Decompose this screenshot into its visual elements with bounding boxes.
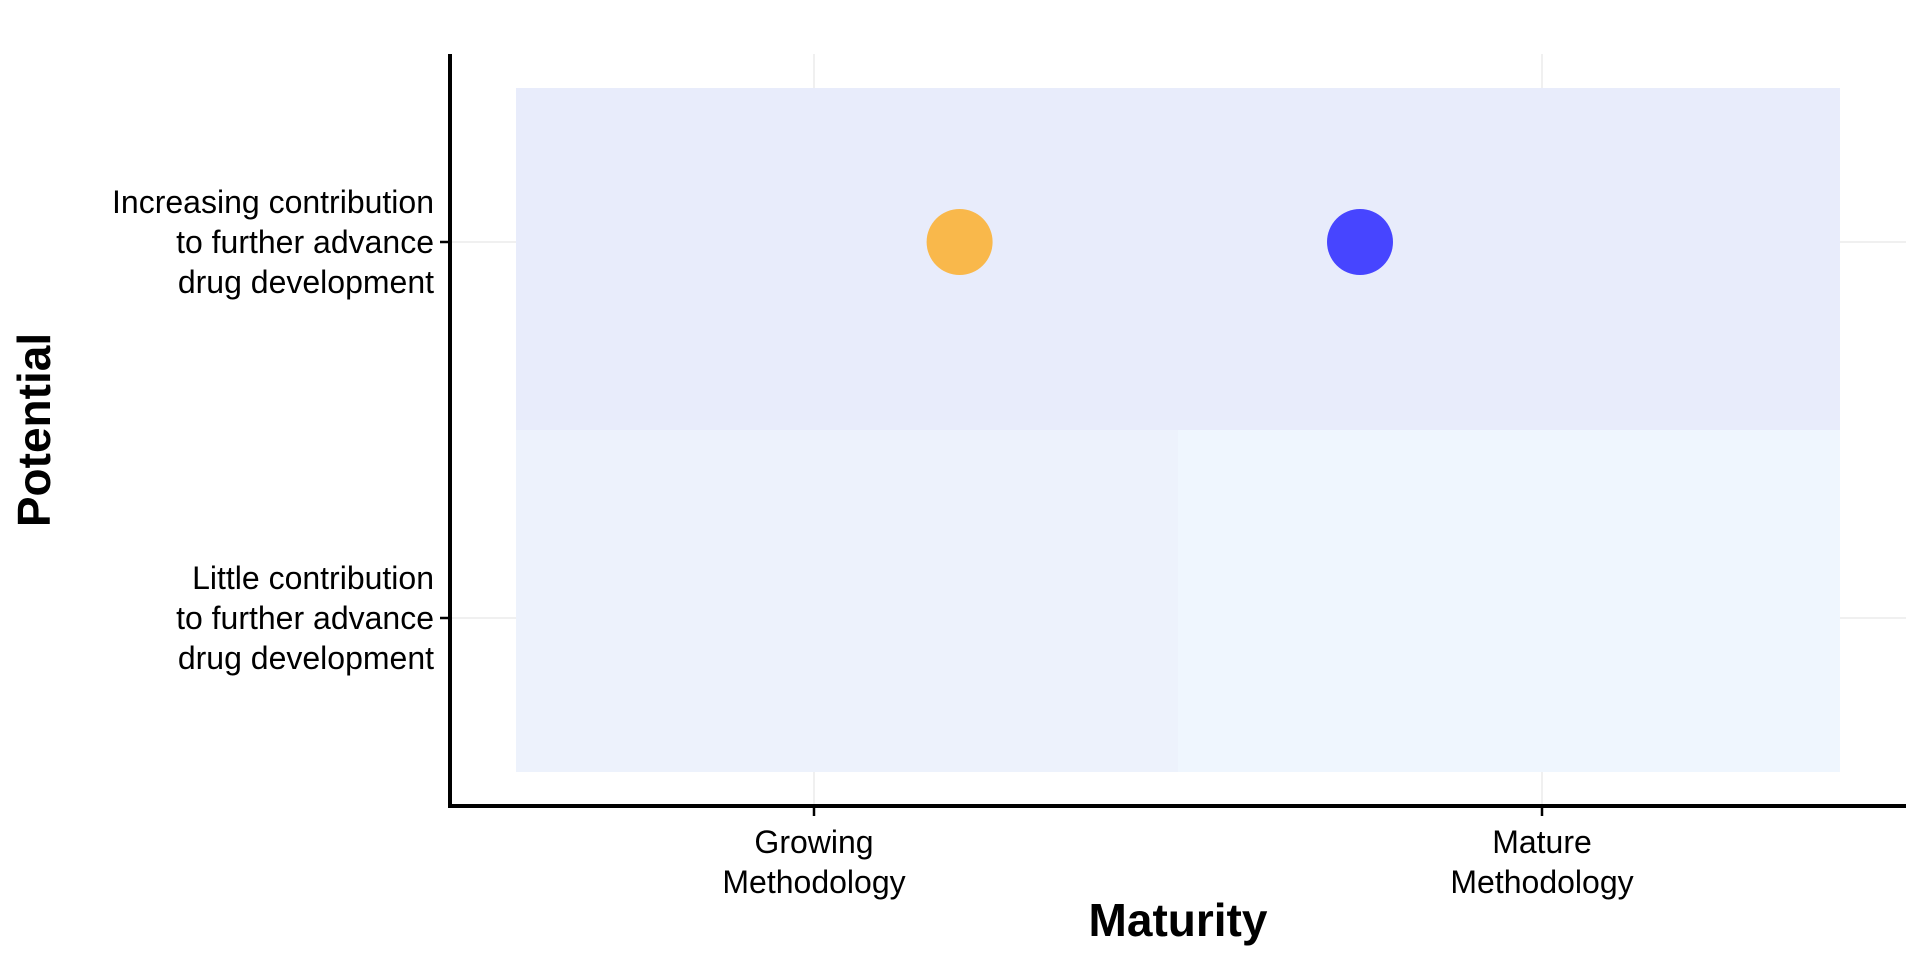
x-axis-title: Maturity: [1089, 894, 1268, 946]
x-tick-label: Growing: [754, 824, 873, 860]
x-tick-label: Methodology: [1450, 864, 1633, 900]
x-tick-labels: Growing Methodology Mature Methodology: [722, 824, 1633, 900]
region-rect: [516, 430, 1178, 772]
data-point: [926, 209, 993, 275]
region-rect: [516, 88, 1840, 430]
data-points: [926, 209, 1393, 275]
x-tick-label: Methodology: [722, 864, 905, 900]
y-tick-label: to further advance: [176, 224, 434, 260]
y-tick-label: drug development: [178, 264, 434, 300]
y-tick-label: to further advance: [176, 600, 434, 636]
y-tick-label: Little contribution: [192, 560, 434, 596]
axes: [440, 54, 1906, 816]
y-tick-label: drug development: [178, 640, 434, 676]
data-point: [1327, 209, 1393, 275]
region-rect: [1178, 430, 1840, 772]
x-tick-label: Mature: [1492, 824, 1592, 860]
y-tick-label: Increasing contribution: [112, 184, 434, 220]
background-regions: [516, 88, 1840, 772]
y-axis-title: Potential: [8, 333, 60, 527]
y-tick-labels: Little contribution to further advance dru…: [112, 184, 434, 676]
